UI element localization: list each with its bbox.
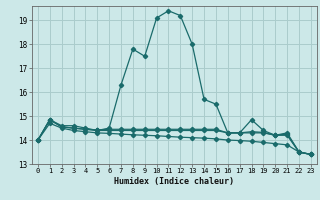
- X-axis label: Humidex (Indice chaleur): Humidex (Indice chaleur): [115, 177, 234, 186]
